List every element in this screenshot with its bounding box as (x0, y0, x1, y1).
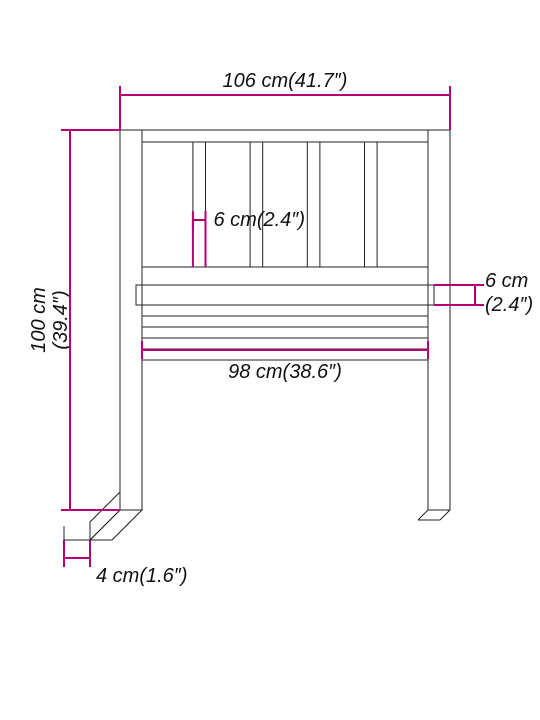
dim-slat-width: 6 cm(2.4″) (213, 209, 305, 231)
label-slat-width: 6 cm(2.4″) (213, 209, 305, 231)
label-rail-height: 6 cm (485, 270, 528, 292)
dimension-diagram: 106 cm(41.7″) 100 cm(39.4″) 98 cm(38.6″) 6 … (0, 0, 540, 720)
label-total-width: 106 cm(41.7″) (223, 70, 348, 92)
label-inner-width: 98 cm(38.6″) (228, 361, 342, 383)
dim-rail-height: 6 cm(2.4″) (485, 270, 533, 316)
label-post-depth: 4 cm(1.6″) (96, 565, 188, 587)
label-total-height: 100 cm(39.4″) (28, 287, 72, 353)
dim-total-height: 100 cm(39.4″) (28, 287, 72, 353)
label-rail-height-inch: (2.4″) (485, 294, 533, 316)
dim-post-depth: 4 cm(1.6″) (96, 565, 188, 587)
dim-inner-width: 98 cm(38.6″) (228, 361, 342, 383)
dim-total-width: 106 cm(41.7″) (223, 70, 348, 92)
headboard-outline (120, 130, 450, 510)
post-foot-perspective (64, 492, 450, 540)
